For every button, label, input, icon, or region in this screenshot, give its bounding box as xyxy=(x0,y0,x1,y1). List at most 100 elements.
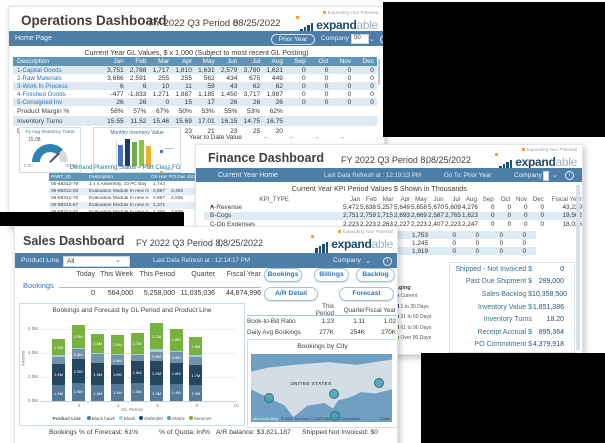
cell-value: 1,753 xyxy=(412,231,428,239)
legend-label: 1 to 30 Days xyxy=(400,303,429,310)
cell-value: 62 xyxy=(275,82,283,90)
table-row: 1-Capital Goods 3,751 2,788 1,717 1,810 1,631… xyxy=(13,66,377,74)
cell-value: 0 xyxy=(324,82,329,90)
col-month: Apr xyxy=(181,58,192,65)
logo-bar xyxy=(307,25,310,34)
cell-value: 5,658 xyxy=(410,203,427,211)
cell-value: 14.75 xyxy=(243,117,261,125)
col-month: Feb xyxy=(135,58,147,65)
col-month: May xyxy=(415,196,427,203)
footer-stat: A/R balance: $3,821,187 xyxy=(216,429,291,436)
mini-chart-bars xyxy=(118,138,154,167)
cell-value: 0 xyxy=(507,203,512,211)
row-label-link[interactable]: 4-Finished Goods xyxy=(17,90,66,98)
cell-value: 2,223 xyxy=(444,220,461,228)
logo-tagline: Expanding Your Potential xyxy=(322,10,378,15)
logo-name-bold: expand xyxy=(515,155,556,169)
map-marker[interactable] xyxy=(328,389,339,400)
bar-segment: 1.6M xyxy=(110,365,124,385)
row-label-link[interactable]: 3-Work In Process xyxy=(17,82,68,90)
bar-segment-label: 1.6M xyxy=(112,372,122,378)
kpi-value: 0 xyxy=(560,265,564,273)
row-label-link[interactable]: 2-Raw Materials xyxy=(17,74,62,82)
cell-value: 1,245 xyxy=(412,239,428,247)
bar-segment xyxy=(169,350,183,352)
bar-segment xyxy=(110,354,124,356)
company-select[interactable] xyxy=(543,170,549,181)
cell-value: 26 xyxy=(275,98,283,106)
bar-segment xyxy=(130,355,144,362)
a-r-detail-button[interactable]: A/R Detail xyxy=(264,287,318,301)
product-line-select[interactable]: All xyxy=(63,255,130,267)
cell-value: 2,938 xyxy=(170,196,183,201)
map-marker[interactable] xyxy=(373,378,384,389)
nav-home-page[interactable]: Home Page xyxy=(15,35,52,42)
table-row: Inventory Turns 15.55 11.52 15.46 15.69 17.01… xyxy=(13,116,377,126)
chevron-down-icon[interactable]: ⌄ xyxy=(365,257,371,265)
cell-value: 1,743 xyxy=(152,182,165,187)
legend-label: Matrix xyxy=(172,416,185,421)
bookings-map[interactable]: UNITED STATES Microsoft Bing © 2022 TomT… xyxy=(251,354,392,422)
cell-value: -477 xyxy=(110,90,124,98)
cell-value: 0 xyxy=(165,98,170,106)
bar-segment: 1.7M xyxy=(189,365,203,386)
info-icon[interactable]: i xyxy=(383,256,392,266)
cell-value: 1,371 xyxy=(152,203,165,208)
legend-swatch xyxy=(160,150,163,153)
info-icon[interactable]: i xyxy=(565,171,574,180)
summary-column-header: Today xyxy=(76,271,95,278)
table-row: A-Revenue 5,472 5,638 5,257 5,649 5,658 5,670 5… xyxy=(204,203,582,212)
legend-item: 61 to 90 Days xyxy=(395,325,439,331)
bar-segment-label: 0.8M xyxy=(73,351,83,357)
bar-segment-label: 1.8M xyxy=(54,372,64,378)
operations-subtitle: Current Year GL Values, $ x 1,000 (Subje… xyxy=(84,48,309,57)
company-label: Company xyxy=(514,171,542,179)
mini-bar xyxy=(139,140,144,166)
chevron-down-icon[interactable]: ⌄ xyxy=(369,35,375,43)
finance-scrollbar[interactable] xyxy=(576,185,580,350)
map-terms-link[interactable]: Terms xyxy=(379,417,390,421)
nav-goto-label: Go To: xyxy=(444,172,463,179)
footer-stat: Shipped Not Invoiced: $0 xyxy=(302,429,378,436)
map-marker[interactable] xyxy=(263,393,274,404)
cell-value: 2,227 xyxy=(393,220,410,228)
gauge-max: 20.00 xyxy=(65,163,77,168)
cell-value: 255 xyxy=(180,74,192,82)
kpi-row: Inventory Value $1,851,386 xyxy=(450,301,574,314)
forecast-button[interactable]: Forecast xyxy=(339,287,394,301)
bar-segment: 1.3M xyxy=(189,385,203,401)
legend-label: Defender xyxy=(144,416,164,421)
b2b-value: 1.23 xyxy=(321,318,334,325)
prior-year-button[interactable]: Prior Year xyxy=(271,33,315,45)
cell-value: 1,623 xyxy=(461,212,478,220)
bar-segment-label: 1.8M xyxy=(171,370,181,376)
bar-segment-label: 0.8M xyxy=(152,354,162,360)
gauge-title: Fy Avg Inventory Turns xyxy=(25,130,75,135)
sales-title: Sales Dashboard xyxy=(23,234,125,248)
row-label-link[interactable]: 1-Capital Goods xyxy=(17,66,62,74)
row-label-link[interactable]: 5-Consigned Inv xyxy=(17,98,63,106)
legend-swatch xyxy=(167,416,172,420)
nav-refresh-text: Last Data Refresh at : 12:14:17 PM xyxy=(153,257,250,264)
ops-table-scrollbar[interactable] xyxy=(378,59,380,85)
backlog-button[interactable]: Backlog xyxy=(356,268,395,282)
company-label: Company xyxy=(333,257,361,264)
company-select[interactable]: 00 xyxy=(351,34,369,44)
map-marker[interactable] xyxy=(329,411,340,422)
nav-goto-prior-year[interactable]: Prior Year xyxy=(464,172,492,179)
cell-value: 3,686 xyxy=(107,74,124,82)
logo-bar xyxy=(322,244,325,253)
billings-button[interactable]: Billings xyxy=(314,268,349,282)
cell-fiscal: 43,229 xyxy=(562,203,582,211)
chevron-down-icon[interactable]: ⌄ xyxy=(552,172,558,179)
logo-tagline-text: Expanding Your Potential xyxy=(342,229,393,234)
cell-value: 1,919 xyxy=(412,247,428,255)
bookings-button[interactable]: Bookings xyxy=(264,268,302,282)
cell-value: 0 xyxy=(302,82,306,90)
chevron-down-icon[interactable]: ⌄ xyxy=(115,257,121,264)
bar-segment: 1.3M xyxy=(91,385,105,401)
bar-segment-label: 0.8M xyxy=(112,357,122,363)
nav-current-year-home[interactable]: Current Year Home xyxy=(218,171,278,179)
logo-orange-square xyxy=(296,16,300,19)
